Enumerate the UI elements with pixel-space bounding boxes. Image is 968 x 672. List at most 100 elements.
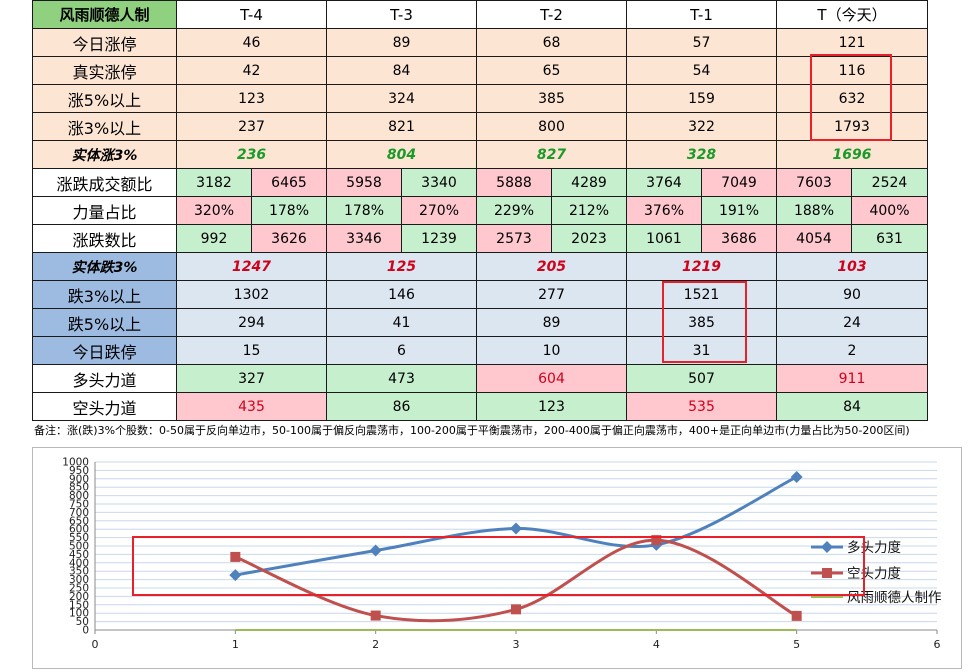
- solid-up-row: 实体涨3% 236 804 827 328 1696: [32, 140, 928, 169]
- ratio-row: 涨跌成交额比 3182 6465 5958 3340 5888 4289 3764 7049 76…: [32, 168, 928, 197]
- y-tick-label: 250: [69, 583, 89, 595]
- table-cell: 205: [476, 252, 627, 281]
- row-label: 涨5%以上: [32, 84, 177, 113]
- y-tick-label: 550: [69, 532, 89, 544]
- table-cell: 159: [626, 84, 777, 113]
- line-chart: 0501001502002503003504004505005506006507…: [62, 457, 941, 652]
- header-row: 风雨顺德人制 T-4 T-3 T-2 T-1 T（今天）: [32, 0, 928, 29]
- table-cell: 103: [776, 252, 928, 281]
- x-tick-label: 1: [232, 638, 239, 651]
- legend-label: 多头力度: [847, 539, 901, 556]
- table-cell: 2023: [551, 224, 627, 253]
- table-cell: 86: [326, 392, 477, 421]
- data-point-marker: [369, 544, 382, 557]
- y-tick-label: 500: [69, 541, 89, 553]
- table-cell: 322: [626, 112, 777, 141]
- y-tick-label: 800: [69, 490, 89, 502]
- table-cell: 3340: [401, 168, 477, 197]
- table-cell: 68: [476, 28, 627, 57]
- table-cell: 821: [326, 112, 477, 141]
- row-label: 空头力道: [32, 392, 177, 421]
- table-cell: 3182: [176, 168, 252, 197]
- table-cell: 2573: [476, 224, 552, 253]
- row-label: 力量占比: [32, 196, 177, 225]
- column-header: T（今天）: [776, 0, 928, 29]
- table-cell: 376%: [626, 196, 702, 225]
- table-cell: 328: [626, 140, 777, 169]
- table-cell: 54: [626, 56, 777, 85]
- force-row: 多头力道 327 473 604 507 911: [32, 364, 928, 393]
- table-cell: 804: [326, 140, 477, 169]
- table-cell: 324: [326, 84, 477, 113]
- x-tick-label: 4: [653, 638, 660, 651]
- legend-marker: [821, 541, 833, 553]
- table-cell: 631: [851, 224, 928, 253]
- up-stat-row: 涨3%以上 237 821 800 322 1793: [32, 112, 928, 141]
- chart-area: 0 50 100 150 200 250 300 350 400 450 500 550 600 650 7…: [32, 447, 962, 669]
- row-label: 涨跌成交额比: [32, 168, 177, 197]
- row-label: 今日涨停: [32, 28, 177, 57]
- table-cell: 1239: [401, 224, 477, 253]
- row-label: 实体跌3%: [32, 252, 177, 281]
- table-cell: 5958: [326, 168, 402, 197]
- y-tick-label: 0: [82, 625, 89, 637]
- table-cell: 212%: [551, 196, 627, 225]
- table-cell: 535: [626, 392, 777, 421]
- table-cell: 2: [776, 336, 928, 365]
- table-cell: 435: [176, 392, 327, 421]
- y-tick-label: 1000: [62, 457, 89, 469]
- table-cell: 6465: [251, 168, 327, 197]
- up-stat-row: 涨5%以上 123 324 385 159 632: [32, 84, 928, 113]
- table-cell: 327: [176, 364, 327, 393]
- data-point-marker: [510, 522, 522, 535]
- y-tick-label: 300: [69, 574, 89, 586]
- table-cell: 15: [176, 336, 327, 365]
- y-tick-label: 900: [69, 473, 89, 485]
- y-tick-label: 150: [69, 599, 89, 611]
- up-stat-row: 今日涨停 46 89 68 57 121: [32, 28, 928, 57]
- column-header: T-4: [176, 0, 327, 29]
- row-label: 涨跌数比: [32, 224, 177, 253]
- column-header: T-1: [626, 0, 777, 29]
- y-tick-label: 200: [69, 591, 89, 603]
- table-cell: 473: [326, 364, 477, 393]
- legend-marker: [822, 568, 832, 578]
- y-tick-label: 450: [69, 549, 89, 561]
- x-tick-label: 3: [513, 638, 520, 651]
- table-cell: 800: [476, 112, 627, 141]
- ratio-row: 涨跌数比 992 3626 3346 1239 2573 2023 1061 3686 4054 6…: [32, 224, 928, 253]
- table-cell: 270%: [401, 196, 477, 225]
- column-header: T-3: [326, 0, 477, 29]
- table-cell: 320%: [176, 196, 252, 225]
- y-tick-label: 50: [76, 616, 89, 628]
- table-cell: 89: [476, 308, 627, 337]
- solid-down-row: 实体跌3% 1247 125 205 1219 103: [32, 252, 928, 281]
- y-tick-label: 850: [69, 482, 89, 494]
- y-tick-label: 400: [69, 557, 89, 569]
- table-cell: 84: [776, 392, 928, 421]
- table-cell: 1061: [626, 224, 702, 253]
- table-cell: 385: [476, 84, 627, 113]
- table-cell: 89: [326, 28, 477, 57]
- row-label: 实体涨3%: [32, 140, 177, 169]
- table-cell: 7603: [776, 168, 852, 197]
- table-cell: 146: [326, 280, 477, 309]
- table-cell: 3626: [251, 224, 327, 253]
- table-cell: 178%: [251, 196, 327, 225]
- table-cell: 294: [176, 308, 327, 337]
- data-point-marker: [790, 470, 803, 483]
- table-cell: 3764: [626, 168, 702, 197]
- ratio-row: 力量占比 320% 178% 178% 270% 229% 212% 376% 191% 188%…: [32, 196, 928, 225]
- table-cell: 400%: [851, 196, 928, 225]
- table-cell: 385: [626, 308, 777, 337]
- down-stat-row: 今日跌停 15 6 10 31 2: [32, 336, 928, 365]
- table-cell: 507: [626, 364, 777, 393]
- table-cell: 4289: [551, 168, 627, 197]
- data-point-marker: [651, 535, 662, 546]
- table-cell: 2524: [851, 168, 928, 197]
- down-stat-row: 跌5%以上 294 41 89 385 24: [32, 308, 928, 337]
- table-cell: 191%: [701, 196, 777, 225]
- table-cell: 116: [776, 56, 928, 85]
- down-stat-row: 跌3%以上 1302 146 277 1521 90: [32, 280, 928, 309]
- highlight-box-today-up: [810, 54, 892, 141]
